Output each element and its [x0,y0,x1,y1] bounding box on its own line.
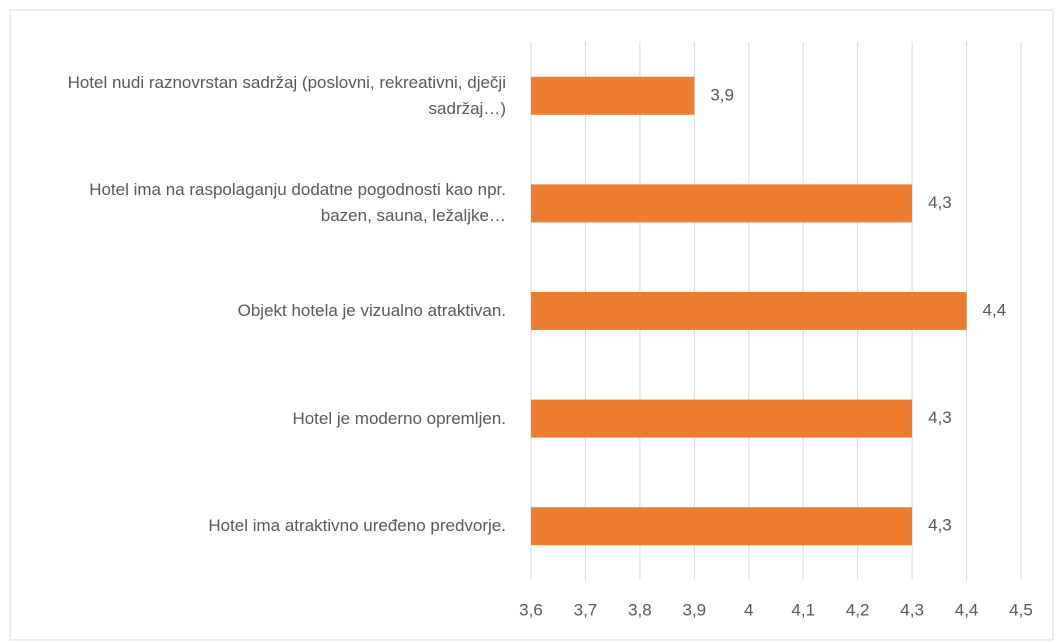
y-tick-label: Objekt hotela je vizualno atraktivan. [237,301,506,320]
bar [531,399,913,438]
bar [531,184,913,223]
bar [531,76,695,115]
bar [531,507,913,546]
y-tick-label: Hotel ima atraktivno uređeno predvorje. [208,516,506,536]
x-tick-label: 4,3 [900,600,924,619]
y-tick-label: Hotel je moderno opremljen. [292,408,506,428]
y-tick-label: Hotel ima na raspolaganju dodatne pogodn… [89,180,506,226]
x-tick-label: 3,9 [683,600,707,619]
x-tick-label: 3,6 [519,600,543,619]
x-tick-label: 3,7 [574,600,598,619]
x-tick-label: 4 [744,600,753,619]
data-label: 4,4 [983,300,1007,319]
data-label: 4,3 [928,193,952,212]
data-label: 4,3 [928,408,952,427]
data-label: 4,3 [928,516,952,535]
x-tick-label: 4,1 [791,600,815,619]
y-tick-label: Hotel nudi raznovrstan sadržaj (poslovni… [67,72,506,118]
data-label: 3,9 [710,85,734,104]
x-tick-label: 4,5 [1009,600,1033,619]
x-tick-label: 3,8 [628,600,652,619]
x-tick-label: 4,4 [955,600,979,619]
bar [531,292,967,330]
x-tick-label: 4,2 [846,600,870,619]
